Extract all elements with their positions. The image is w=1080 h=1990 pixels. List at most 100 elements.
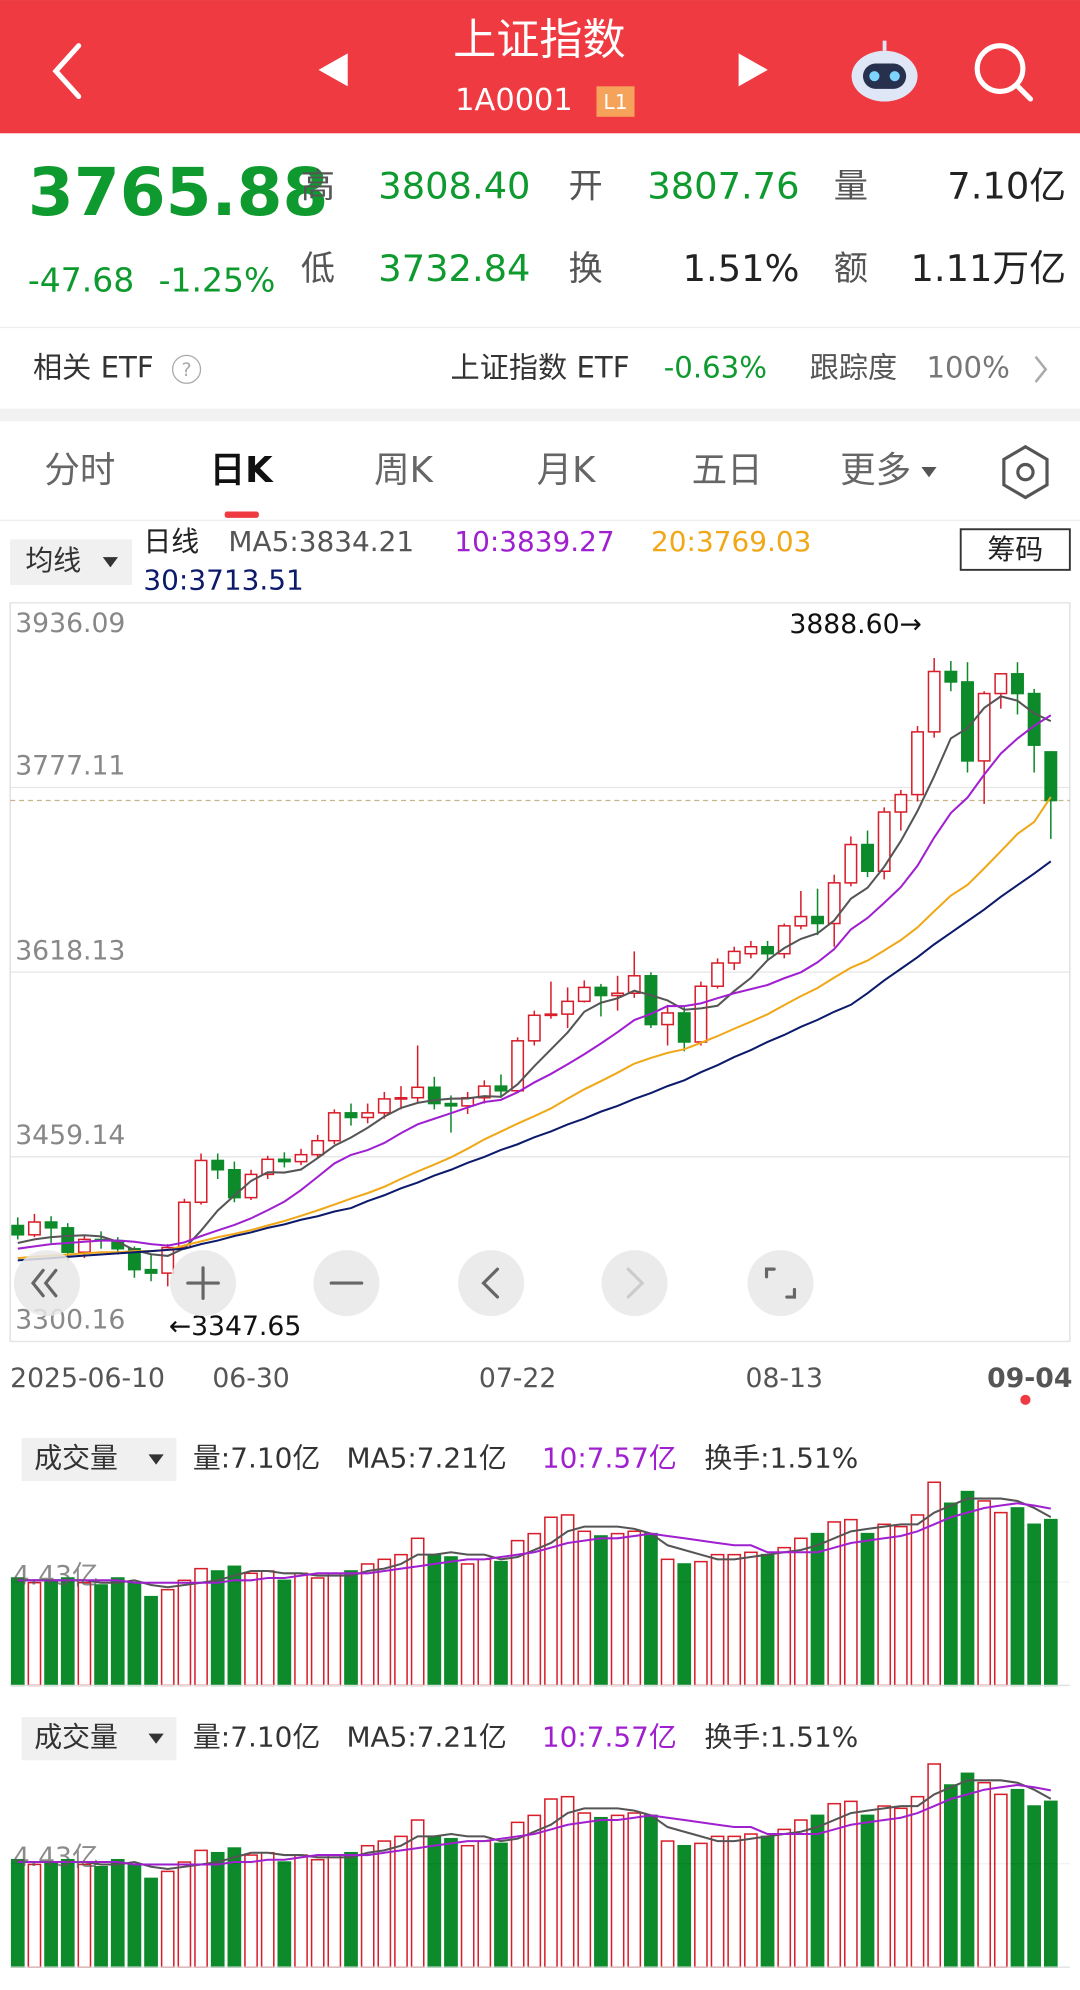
y-tick-label: 3936.09 xyxy=(15,608,125,639)
volume-bar xyxy=(943,1784,958,1968)
volume-bar xyxy=(410,1819,425,1968)
settings-button[interactable] xyxy=(1002,444,1049,500)
tab[interactable]: 周K xyxy=(374,450,435,491)
code: 1A0001 xyxy=(455,83,573,118)
volume-bar xyxy=(160,1588,175,1687)
field-value: 1.51% xyxy=(683,247,800,290)
tab[interactable]: 分时 xyxy=(44,450,115,491)
candle-body xyxy=(694,985,708,1043)
volume-bar xyxy=(710,1835,725,1968)
x-tick-label: 2025-06-10 xyxy=(10,1363,165,1394)
robot-eye xyxy=(869,71,880,82)
volume-bar xyxy=(194,1849,208,1968)
volume-bar xyxy=(444,1556,458,1687)
volume-bar xyxy=(127,1863,142,1968)
volume-bar xyxy=(727,1553,742,1687)
volume-bar xyxy=(177,1861,192,1968)
etf-name[interactable]: 上证指数 ETF xyxy=(451,350,630,384)
volume-bar xyxy=(510,1821,525,1968)
ma-line xyxy=(17,860,1052,1262)
back-button[interactable] xyxy=(52,43,82,100)
step-left-button[interactable] xyxy=(458,1250,525,1317)
volume-bar xyxy=(260,1851,275,1968)
volume-bar xyxy=(777,1546,792,1687)
tab[interactable]: 月K xyxy=(537,450,598,491)
candle-body xyxy=(811,915,825,925)
help-icon[interactable] xyxy=(171,354,202,384)
volume-bar xyxy=(977,1500,992,1687)
candle-body xyxy=(311,1139,325,1156)
volume-bar xyxy=(60,1577,75,1687)
volume-bar xyxy=(260,1570,275,1687)
volume-bar xyxy=(660,1558,675,1687)
volume-bar xyxy=(344,1851,358,1968)
search-circle xyxy=(974,43,1026,94)
next-button[interactable] xyxy=(738,53,768,87)
search-button[interactable] xyxy=(974,43,1034,102)
candle-body xyxy=(1044,751,1058,802)
volume-bar xyxy=(810,1532,825,1687)
volume-bar xyxy=(760,1835,775,1968)
price: 3765.88 xyxy=(28,154,329,231)
volume-bar xyxy=(794,1537,808,1687)
fullscreen-button[interactable] xyxy=(747,1250,814,1317)
prev-button[interactable] xyxy=(318,53,348,87)
settings-dot xyxy=(1016,462,1035,482)
volume-bar xyxy=(577,1812,592,1968)
volume-bar xyxy=(710,1553,725,1687)
field-value: 3732.84 xyxy=(378,247,530,290)
candle-body xyxy=(211,1159,225,1171)
volume-bar xyxy=(644,1532,658,1687)
title: 上证指数 xyxy=(453,16,626,66)
chip-button[interactable] xyxy=(959,528,1071,571)
volume-bar xyxy=(810,1814,825,1968)
tracking-value: 100% xyxy=(926,350,1009,384)
volume-bar xyxy=(427,1553,442,1687)
volume-bar xyxy=(860,1532,875,1687)
step-right-button[interactable] xyxy=(601,1250,668,1317)
etf-change: -0.63% xyxy=(664,350,767,384)
volume-bar xyxy=(144,1595,158,1687)
volume-bar xyxy=(560,1514,575,1687)
candle-body xyxy=(577,986,591,1003)
ma-period: 日线 xyxy=(143,525,199,558)
candle-body xyxy=(127,1247,141,1271)
volume-bar xyxy=(494,1842,508,1968)
tab[interactable]: 日K xyxy=(210,450,275,491)
x-tick-label: 06-30 xyxy=(212,1363,289,1394)
field-label: 换 xyxy=(569,249,603,289)
candle-body xyxy=(277,1158,291,1163)
volume-bar xyxy=(344,1570,358,1687)
volume-bar xyxy=(277,1861,292,1968)
volume-bar xyxy=(444,1837,458,1968)
etf-chevron[interactable] xyxy=(1034,355,1048,383)
candle-body xyxy=(44,1221,58,1229)
volume-bar xyxy=(310,1577,325,1687)
candle-body xyxy=(294,1153,308,1163)
volume-bar xyxy=(627,1812,642,1968)
tab[interactable]: 五日 xyxy=(692,450,763,491)
candle-body xyxy=(411,1086,425,1099)
volume-bar xyxy=(594,1816,608,1968)
volume-bar xyxy=(527,1814,542,1968)
volume-bar xyxy=(377,1558,392,1687)
candle-body xyxy=(827,882,841,925)
volume-bar xyxy=(744,1551,758,1687)
field-label: 额 xyxy=(834,249,868,289)
zoom-in-icon xyxy=(186,1266,220,1300)
volume-legend: MA5:7.21亿 xyxy=(346,1721,506,1754)
robot-face xyxy=(862,63,907,89)
field-value: 3808.40 xyxy=(378,164,530,207)
volume-selector[interactable] xyxy=(21,1437,177,1482)
tab[interactable]: 更多 xyxy=(840,450,911,491)
volume-legend: MA5:7.21亿 xyxy=(346,1441,506,1474)
volume-bar xyxy=(777,1828,792,1968)
volume-bar xyxy=(910,1514,925,1687)
volume-bar xyxy=(993,1511,1008,1687)
candle-body xyxy=(261,1158,275,1176)
robot-button[interactable] xyxy=(851,40,918,102)
volume-bar xyxy=(27,1581,42,1687)
volume-bar xyxy=(477,1840,492,1968)
candle-body xyxy=(344,1112,358,1119)
volume-selector[interactable] xyxy=(21,1717,177,1761)
